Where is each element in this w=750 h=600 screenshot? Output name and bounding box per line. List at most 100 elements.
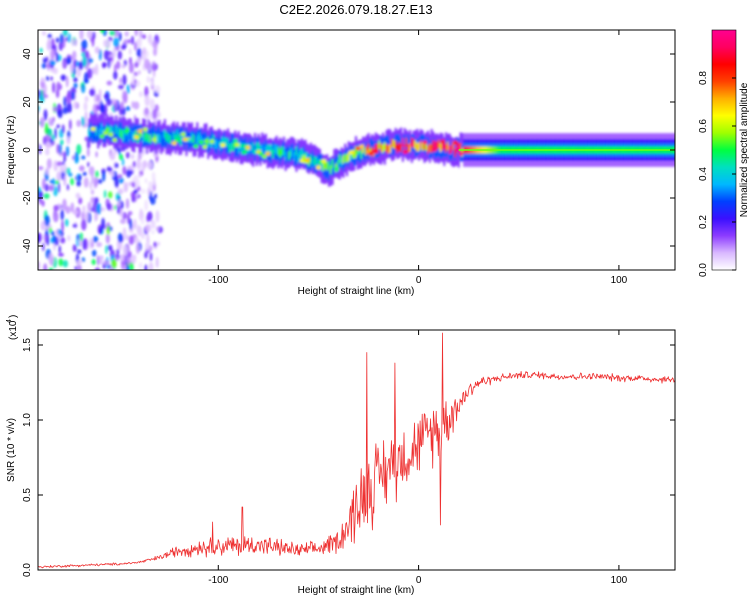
x-tick-label: 100 <box>611 275 628 286</box>
spectrogram-noise-cell <box>119 253 125 262</box>
spectrogram-noise-cell <box>76 260 82 266</box>
spectrogram-noise-cell <box>123 38 128 46</box>
spectrogram-ridge-cell <box>131 130 134 140</box>
spectrogram-ridge-cell <box>232 133 235 151</box>
spectrogram-noise-cell <box>43 84 47 95</box>
spectrogram-ridge-cell <box>416 143 419 152</box>
spectrogram-ridge-cell <box>187 131 190 141</box>
spectrogram-ridge-cell <box>327 161 331 170</box>
spectrogram-ridge-cell <box>436 141 439 151</box>
spectrogram-ridge-cell <box>187 133 190 151</box>
spectrogram-noise-cell <box>48 227 53 234</box>
spectrogram-noise-cell <box>145 224 151 233</box>
spectrogram-ridge-cell <box>318 160 321 169</box>
spectrogram-noise-cell <box>147 187 151 196</box>
spectrogram-noise-cell <box>116 60 121 70</box>
spectrogram-noise-cell <box>131 74 136 87</box>
spectrogram-noise-cell <box>52 82 56 94</box>
spectrogram-peak-cell <box>112 138 119 142</box>
snr-scale-factor: (x10 4 ) <box>6 315 19 340</box>
spectrogram-noise-cell <box>72 244 77 252</box>
spectrogram-noise-cell <box>117 188 124 195</box>
spectrogram-ridge-cell <box>443 140 446 150</box>
spectrogram-noise-cell <box>102 170 106 182</box>
spectrogram-noise-cell <box>42 57 48 64</box>
spectrogram-ridge-cell <box>282 147 285 156</box>
spectrogram-ridge-cell <box>165 132 168 142</box>
spectrogram-noise-cell <box>127 39 131 44</box>
spectrogram-noise-cell <box>76 180 82 187</box>
spectrogram-ridge-cell <box>158 134 161 143</box>
spectrogram-noise-cell <box>130 35 135 45</box>
spectrogram-noise-cell <box>153 47 157 57</box>
spectrogram-noise-cell <box>42 178 46 190</box>
spectrogram-noise-cell <box>119 153 124 161</box>
spectrogram-ridge-cell <box>127 133 130 142</box>
spectrogram-ridge-cell <box>129 126 132 136</box>
spectrogram-ridge-cell <box>210 130 213 148</box>
spectrogram-peak-cell <box>144 137 151 142</box>
spectrogram-noise-cell <box>137 226 143 237</box>
spectrogram-noise-cell <box>70 202 75 213</box>
spectrogram-ridge-cell <box>329 165 332 174</box>
spectrogram-peak-cell <box>258 151 265 156</box>
spectrogram-noise-cell <box>68 172 73 177</box>
spectrogram-noise-cell <box>95 104 100 111</box>
spectrogram-noise-cell <box>56 161 63 166</box>
spectrogram-ridge-cell <box>347 152 350 162</box>
spectrogram-noise-cell <box>137 70 141 75</box>
spectrogram-ridge-cell <box>149 134 152 144</box>
spectrogram-noise-cell <box>148 181 153 188</box>
spectrogram-noise-cell <box>94 46 100 54</box>
spectrogram-noise-cell <box>58 252 64 257</box>
spectrogram-noise-cell <box>132 160 136 168</box>
spectrogram-noise-cell <box>58 245 62 254</box>
spectrogram-ridge-cell <box>349 152 352 162</box>
spectrogram-ridge-cell <box>342 155 345 164</box>
spectrogram-peak-cell <box>452 140 459 145</box>
spectrogram-noise-cell <box>65 145 70 157</box>
spectrogram-noise-cell <box>62 198 67 211</box>
spectrogram-peak-cell <box>202 145 209 149</box>
spectrogram-ridge-cell <box>293 152 296 161</box>
spectrogram-noise-cell <box>40 78 46 83</box>
spectrogram-noise-cell <box>42 31 46 36</box>
colorbar-tick-label: 0.8 <box>698 71 709 85</box>
spectrogram-noise-cell <box>57 182 61 193</box>
spectrogram-noise-cell <box>105 233 110 244</box>
spectrogram-noise-cell <box>124 234 130 241</box>
spectrogram-noise-cell <box>144 94 150 107</box>
spectrogram-noise-cell <box>105 244 108 255</box>
spectrogram-noise-cell <box>129 261 134 270</box>
spectrogram-noise-cell <box>103 104 108 115</box>
spectrogram-noise-cell <box>81 155 86 160</box>
spectrogram-noise-cell <box>91 172 94 185</box>
spectrogram-ridge-cell <box>338 154 341 164</box>
spectrogram-ridge-cell <box>162 130 165 140</box>
spectrogram-ridge-cell <box>109 125 112 135</box>
spectrogram-noise-cell <box>55 37 60 43</box>
spectrogram-ridge-cell <box>315 157 318 166</box>
spectrogram-noise-cell <box>43 193 50 199</box>
spectrogram-noise-cell <box>149 98 155 111</box>
spectrogram-noise-cell <box>79 30 84 40</box>
colorbar-tick-label: 0.2 <box>698 215 709 229</box>
spectrogram-noise-cell <box>118 32 122 42</box>
spectrogram-noise-cell <box>52 116 55 122</box>
spectrogram-noise-cell <box>81 39 88 50</box>
spectrogram-noise-cell <box>62 107 68 114</box>
spectrogram-ridge-cell <box>299 150 302 159</box>
spectrogram-ridge-cell <box>259 145 262 154</box>
spectrogram-noise-cell <box>82 205 86 213</box>
spectrogram-ridge-cell <box>113 127 116 136</box>
spectrogram-noise-cell <box>145 242 150 251</box>
spectrogram-noise-cell <box>138 91 143 98</box>
snr-x-axis-label: Height of straight line (km) <box>298 585 415 596</box>
x-tick-label: 0 <box>416 275 422 286</box>
spectrogram-ridge-cell <box>428 143 431 152</box>
spectrogram-noise-cell <box>134 30 138 37</box>
spectrogram-ridge-cell <box>180 127 183 144</box>
spectrogram-ridge-cell <box>163 129 166 147</box>
snr-scale-close: ) <box>8 315 19 318</box>
spectrogram-noise-cell <box>73 58 76 71</box>
